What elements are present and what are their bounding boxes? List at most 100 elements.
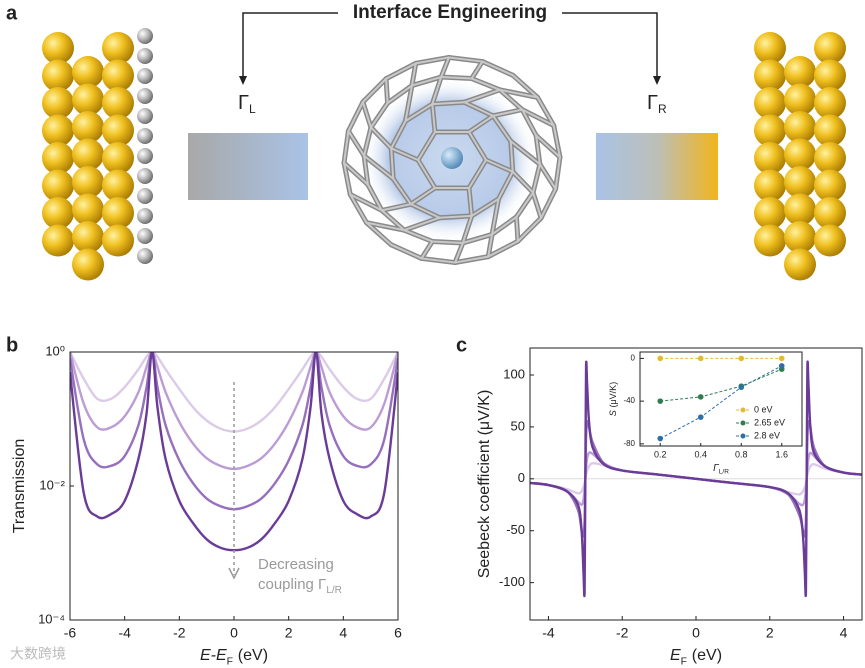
atom bbox=[814, 197, 846, 229]
cage-bond bbox=[431, 103, 436, 134]
cage-bond bbox=[409, 186, 436, 206]
cage-bond bbox=[463, 101, 495, 117]
arrow-head bbox=[239, 76, 247, 85]
cage-bond bbox=[431, 76, 443, 106]
legend-marker bbox=[740, 420, 746, 426]
cage-bond bbox=[511, 170, 535, 194]
x-tick-label: -2 bbox=[616, 625, 629, 641]
atom bbox=[137, 228, 153, 244]
atom bbox=[42, 142, 74, 174]
x-tick-label: -2 bbox=[173, 625, 186, 641]
panel-label: a bbox=[6, 2, 18, 24]
atom bbox=[72, 83, 104, 116]
atom bbox=[814, 224, 846, 257]
electrodes bbox=[42, 28, 846, 281]
axis-label: Seebeck coefficient (μV/K) bbox=[476, 390, 493, 579]
cage-bond bbox=[409, 203, 441, 219]
atom bbox=[784, 166, 816, 198]
cage-bond bbox=[540, 187, 557, 219]
y-tick-label: -100 bbox=[499, 574, 525, 589]
legend-label: 0 eV bbox=[754, 404, 773, 414]
data-point bbox=[697, 414, 704, 420]
atom bbox=[814, 87, 846, 119]
cage-bond bbox=[390, 147, 395, 180]
annotation-arrowhead bbox=[228, 567, 240, 580]
gamma-sub: R bbox=[658, 102, 667, 116]
y-tick-label: -40 bbox=[623, 396, 635, 405]
panel-label: c bbox=[456, 334, 467, 356]
plot-area bbox=[660, 357, 782, 439]
atom bbox=[137, 48, 153, 64]
cage-bond bbox=[515, 191, 535, 218]
x-tick-label: 2 bbox=[285, 625, 293, 641]
cage-bond bbox=[498, 88, 524, 111]
atom bbox=[814, 142, 846, 174]
cage-bond bbox=[470, 77, 501, 91]
cage-bond bbox=[454, 241, 464, 264]
atom bbox=[102, 197, 134, 229]
cage-bond bbox=[515, 215, 519, 243]
x-tick-label: 0 bbox=[692, 625, 700, 641]
x-tick-label: 0.2 bbox=[654, 449, 667, 459]
atom bbox=[784, 248, 816, 281]
atom bbox=[102, 169, 134, 202]
cage-bond bbox=[535, 134, 541, 166]
cage-bond bbox=[392, 177, 412, 206]
data-line bbox=[660, 365, 782, 439]
atom bbox=[102, 59, 134, 92]
x-tick-label: -4 bbox=[542, 625, 555, 641]
data-point bbox=[657, 435, 664, 442]
legend-marker bbox=[740, 407, 746, 413]
cage-bond bbox=[438, 214, 473, 219]
coupling-bar-left bbox=[188, 133, 308, 200]
cage-bond bbox=[365, 221, 393, 246]
label-main: S bbox=[608, 410, 618, 416]
atom bbox=[72, 138, 104, 171]
label-main: E bbox=[670, 647, 681, 664]
cage-bond bbox=[468, 186, 473, 217]
axis-label: ΓL/R bbox=[713, 463, 729, 476]
panel-label: b bbox=[6, 334, 18, 356]
cage-bond bbox=[554, 156, 561, 190]
cage-bond bbox=[366, 183, 383, 212]
atom bbox=[814, 59, 846, 92]
legend-marker bbox=[740, 433, 746, 439]
cage-bond bbox=[431, 240, 464, 244]
cage-bond bbox=[363, 154, 369, 186]
x-tick-label: 1.6 bbox=[775, 449, 788, 459]
atom bbox=[814, 32, 846, 64]
core-atom bbox=[441, 147, 463, 169]
cage-bond bbox=[454, 255, 490, 264]
x-tick-label: 0.8 bbox=[735, 449, 748, 459]
atom bbox=[137, 128, 153, 144]
atom bbox=[102, 224, 134, 257]
cage-bond bbox=[403, 229, 434, 243]
data-point bbox=[657, 398, 664, 404]
cage-bond bbox=[417, 159, 436, 189]
annotation-text: coupling Γ bbox=[258, 576, 326, 593]
cage-bond bbox=[343, 161, 369, 186]
cage-bond bbox=[410, 62, 417, 87]
data-point bbox=[657, 355, 664, 362]
cage-bond bbox=[538, 163, 557, 190]
atom bbox=[814, 114, 846, 147]
atom bbox=[137, 188, 153, 204]
cage-bond bbox=[491, 197, 500, 236]
atom bbox=[72, 248, 104, 281]
atom bbox=[137, 108, 153, 124]
cage-bond bbox=[461, 214, 473, 244]
cage-bond bbox=[420, 240, 434, 260]
cage-bond bbox=[536, 96, 555, 127]
axis-label: Transmission bbox=[11, 439, 28, 534]
cage-bond bbox=[461, 233, 494, 244]
cage-bond bbox=[521, 108, 555, 127]
cage-bond bbox=[369, 126, 393, 150]
atom bbox=[137, 208, 153, 224]
cage-bond bbox=[511, 74, 539, 99]
gamma-right: ΓR bbox=[647, 92, 667, 116]
y-tick-label: 10⁻⁴ bbox=[38, 611, 65, 626]
atom bbox=[42, 59, 74, 92]
plot-area bbox=[530, 360, 862, 598]
data-point bbox=[697, 394, 704, 400]
atom bbox=[784, 56, 816, 88]
